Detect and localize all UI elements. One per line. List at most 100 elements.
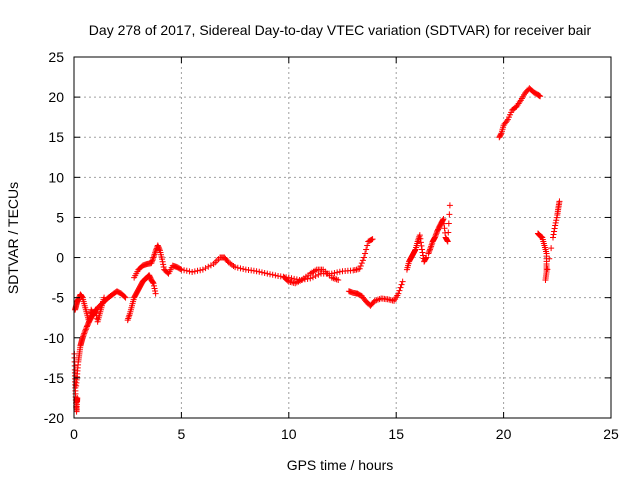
data-point (159, 258, 166, 265)
data-point (550, 231, 557, 238)
data-point (80, 331, 87, 338)
data-point (183, 267, 190, 274)
data-point (149, 255, 156, 262)
data-point (207, 262, 214, 269)
data-point (148, 260, 155, 267)
data-point (79, 334, 86, 341)
data-point (253, 268, 260, 275)
x-tick-label: 10 (281, 426, 297, 442)
data-point (80, 333, 87, 340)
data-point (426, 247, 433, 254)
data-point (552, 222, 559, 229)
data-point (152, 288, 159, 295)
data-point (396, 287, 403, 294)
data-point (240, 265, 247, 272)
data-point (156, 246, 163, 253)
data-point (149, 279, 156, 286)
data-point (553, 217, 560, 224)
data-point (542, 277, 549, 284)
y-tick-label: -20 (44, 410, 64, 426)
data-point (151, 282, 158, 289)
data-point (423, 254, 430, 261)
data-point (439, 217, 446, 224)
data-point (152, 290, 159, 297)
data-point (261, 269, 268, 276)
data-point (445, 229, 452, 236)
x-axis-label: GPS time / hours (287, 457, 394, 473)
data-point (291, 275, 298, 282)
data-point (363, 246, 370, 253)
x-tick-label: 15 (388, 426, 404, 442)
data-point (431, 234, 438, 241)
data-point (399, 278, 406, 285)
y-tick-label: -15 (44, 370, 64, 386)
data-point (446, 202, 453, 209)
y-tick-label: 10 (48, 169, 64, 185)
data-point (335, 277, 342, 284)
data-point (359, 257, 366, 264)
data-point (419, 249, 426, 256)
x-tick-label: 25 (603, 426, 619, 442)
data-point (411, 247, 418, 254)
plot-frame (73, 56, 612, 419)
data-point (82, 326, 89, 333)
data-point (334, 269, 341, 276)
y-tick-label: 15 (48, 129, 64, 145)
data-point (425, 250, 432, 257)
data-point (199, 266, 206, 273)
data-point (497, 131, 504, 138)
y-tick-label: 20 (48, 89, 64, 105)
data-point (546, 255, 553, 262)
data-point (269, 271, 276, 278)
data-point (336, 268, 343, 275)
y-tick-label: 5 (56, 209, 64, 225)
data-point (427, 246, 434, 253)
data-point (194, 267, 201, 274)
data-point (398, 281, 405, 288)
data-point (160, 263, 167, 270)
data-point (264, 270, 271, 277)
x-tick-label: 0 (70, 426, 78, 442)
y-tick-label: 0 (56, 250, 64, 266)
data-point (81, 330, 88, 337)
data-point (191, 268, 198, 275)
data-point (369, 236, 376, 243)
data-point (548, 245, 555, 252)
data-point (550, 234, 557, 241)
data-point (444, 238, 451, 245)
data-point (397, 284, 404, 291)
data-point (237, 265, 244, 272)
data-point (417, 235, 424, 242)
data-point (232, 264, 239, 271)
data-point (81, 329, 88, 336)
data-point (178, 266, 185, 273)
data-point (537, 93, 544, 100)
y-axis-label: SDTVAR / TECUs (5, 182, 21, 294)
data-point (356, 265, 363, 272)
data-point (256, 268, 263, 275)
data-point (312, 273, 319, 280)
data-point (152, 248, 159, 255)
data-point (503, 117, 510, 124)
data-point (205, 263, 212, 270)
y-tick-label: 25 (48, 49, 64, 65)
chart-title: Day 278 of 2017, Sidereal Day-to-day VTE… (89, 22, 592, 38)
data-point (160, 261, 167, 268)
data-point (186, 268, 193, 275)
data-point (553, 214, 560, 221)
data-point (150, 280, 157, 287)
data-point (416, 232, 423, 239)
axis-ticks: 0 5 10 15 20 25 -20 -15 -10 -5 0 5 10 15 20 25 (44, 49, 619, 442)
data-point (417, 239, 424, 246)
data-point (189, 268, 196, 275)
data-point (440, 216, 447, 223)
data-point (202, 265, 209, 272)
data-point (552, 219, 559, 226)
data-point (362, 250, 369, 257)
data-point (197, 267, 204, 274)
data-point (360, 254, 367, 261)
data-point (177, 265, 184, 272)
data-point (432, 231, 439, 238)
data-point (418, 242, 425, 249)
